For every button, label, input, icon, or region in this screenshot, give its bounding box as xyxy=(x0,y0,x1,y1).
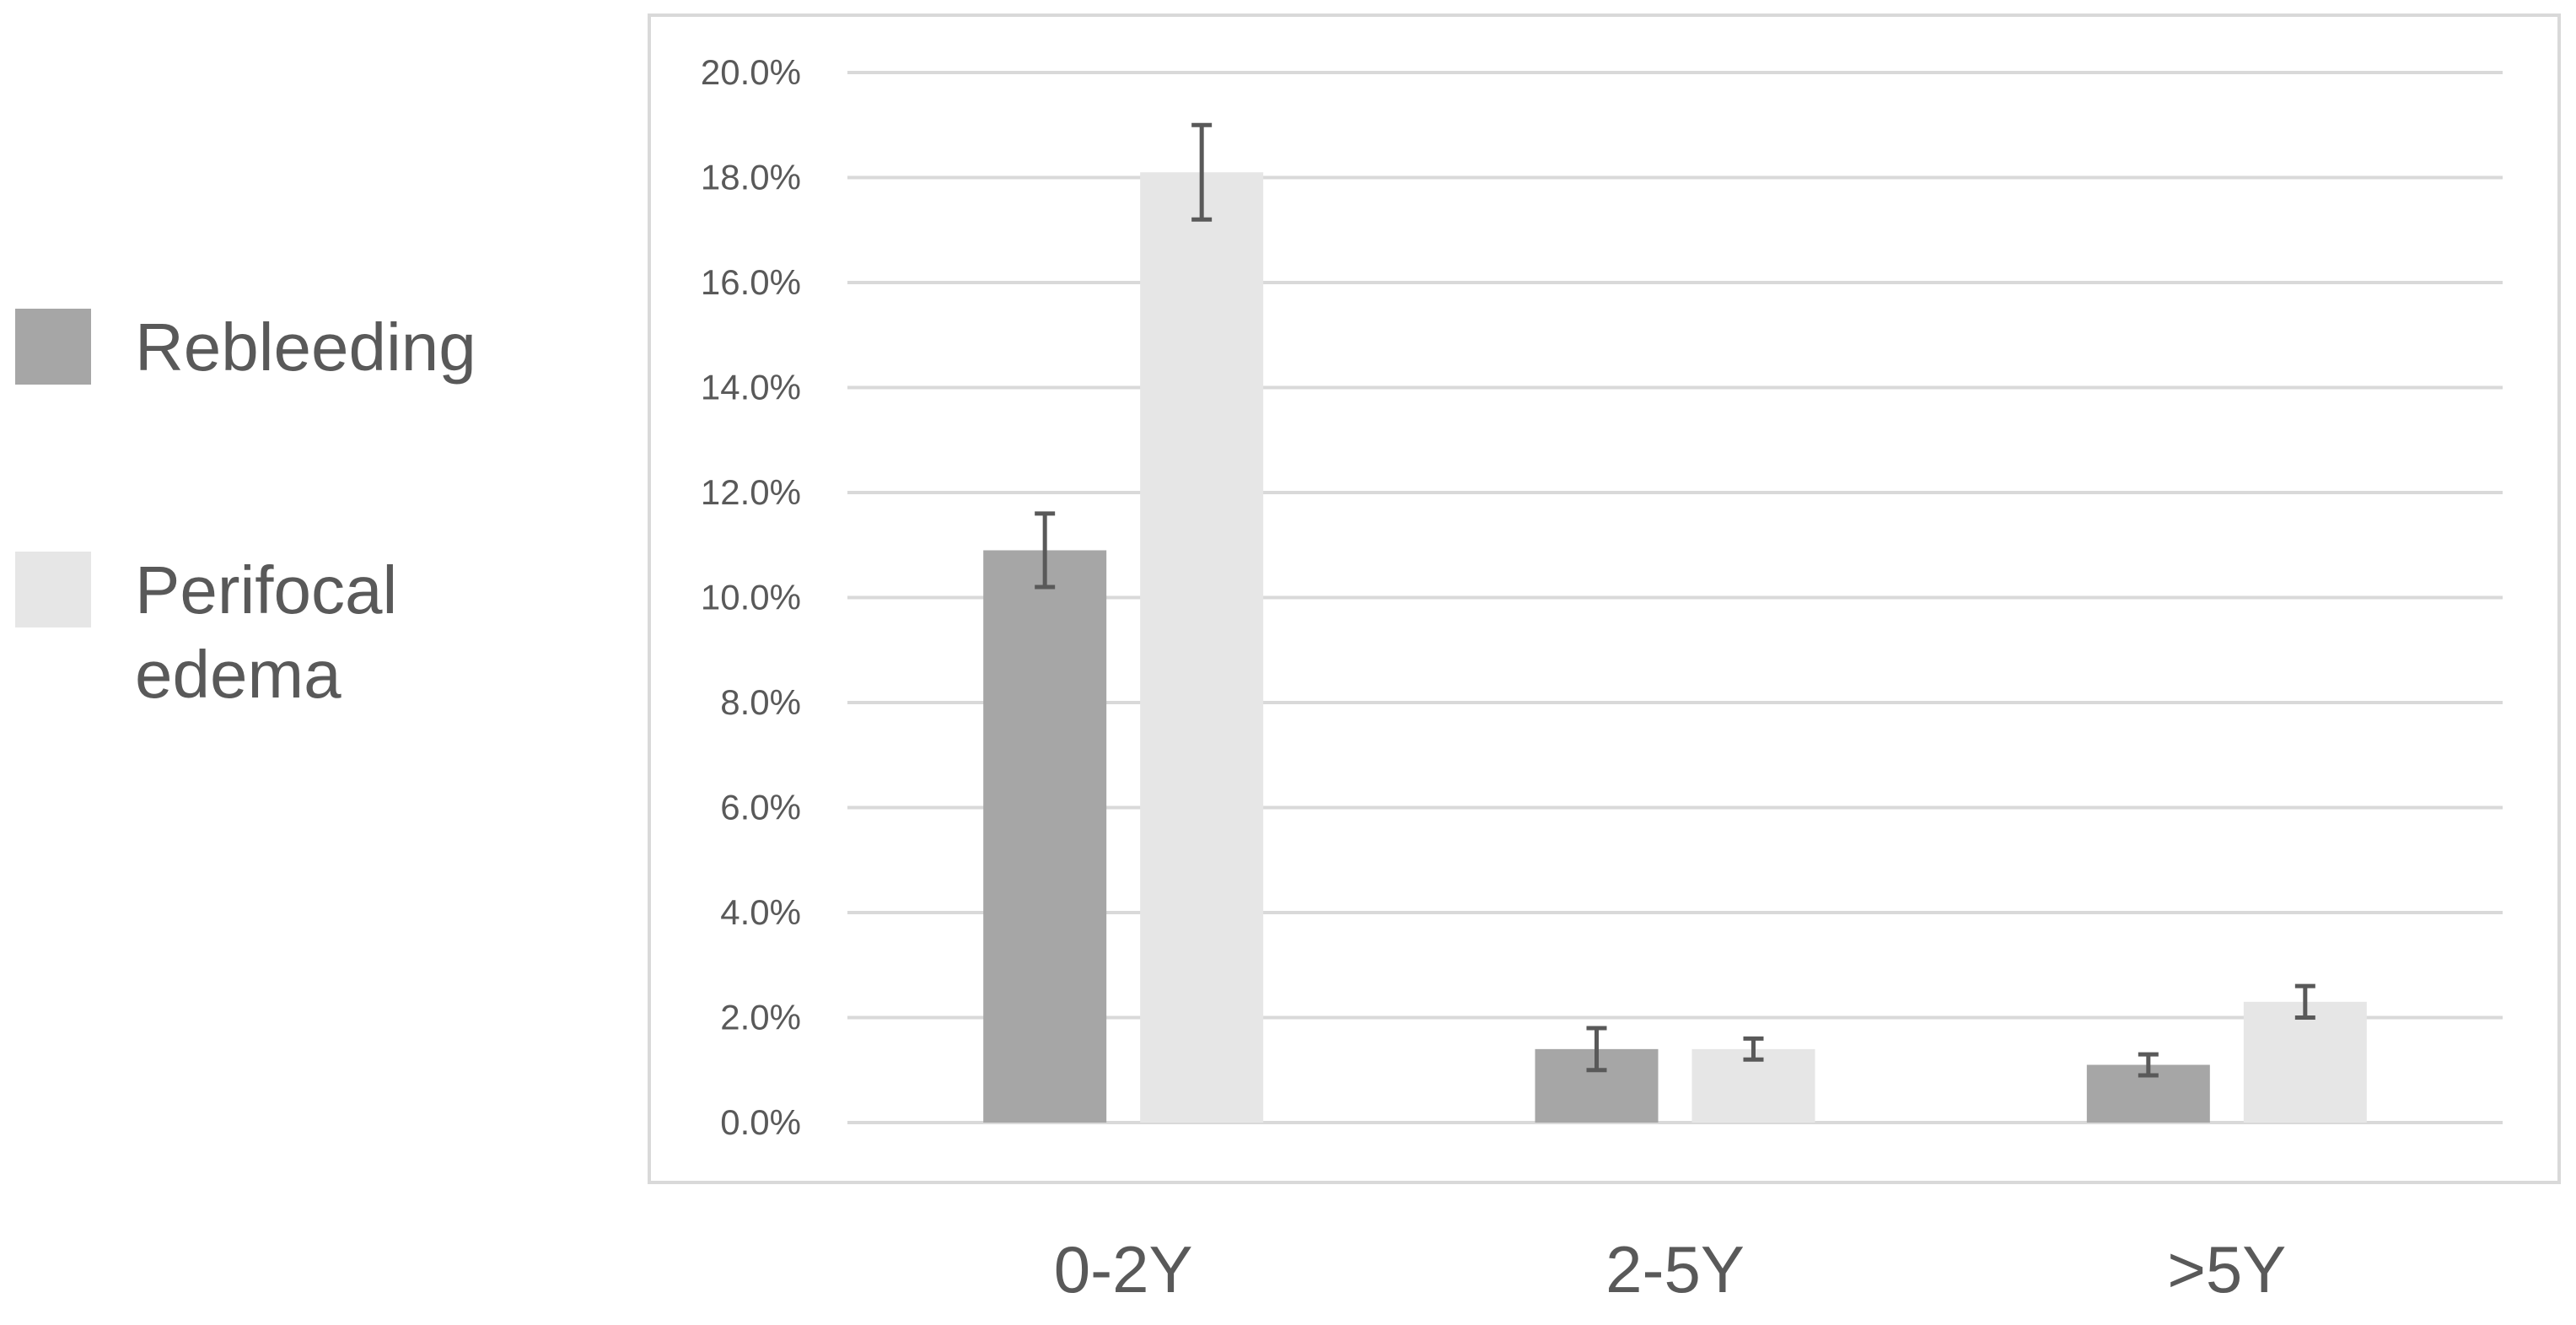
y-axis-tick-labels: 0.0% 2.0% 4.0% 6.0% 8.0% 10.0% 12.0% 14.0% 16.0%… xyxy=(701,52,801,1142)
x-tick-label: 0-2Y xyxy=(1054,1232,1193,1306)
y-tick-label: 0.0% xyxy=(720,1102,801,1142)
legend-swatch-rebleeding xyxy=(15,309,91,385)
x-tick-label: 2-5Y xyxy=(1605,1232,1745,1306)
y-tick-label: 10.0% xyxy=(701,578,801,617)
y-tick-label: 4.0% xyxy=(720,892,801,932)
x-axis-tick-labels: 0-2Y 2-5Y >5Y xyxy=(1054,1232,2287,1306)
error-bars xyxy=(1035,122,2315,1078)
legend: Rebleeding Perifocal edema xyxy=(15,309,476,712)
bars xyxy=(983,172,2367,1123)
y-tick-label: 14.0% xyxy=(701,368,801,407)
bar-rebleeding xyxy=(983,550,1107,1123)
legend-label: Perifocal xyxy=(135,552,397,627)
x-tick-label: >5Y xyxy=(2167,1232,2286,1306)
legend-label: edema xyxy=(135,637,341,712)
legend-swatch-perifocal-edema xyxy=(15,552,91,627)
y-tick-label: 2.0% xyxy=(720,998,801,1037)
y-tick-label: 18.0% xyxy=(701,158,801,197)
y-tick-label: 6.0% xyxy=(720,788,801,827)
gridlines xyxy=(847,71,2503,1124)
legend-label: Rebleeding xyxy=(135,310,476,385)
y-tick-label: 8.0% xyxy=(720,682,801,722)
y-tick-label: 16.0% xyxy=(701,262,801,302)
bar-perifocal-edema xyxy=(2243,1001,2367,1123)
bar-perifocal-edema xyxy=(1140,172,1264,1123)
y-tick-label: 12.0% xyxy=(701,472,801,512)
y-tick-label: 20.0% xyxy=(701,52,801,92)
